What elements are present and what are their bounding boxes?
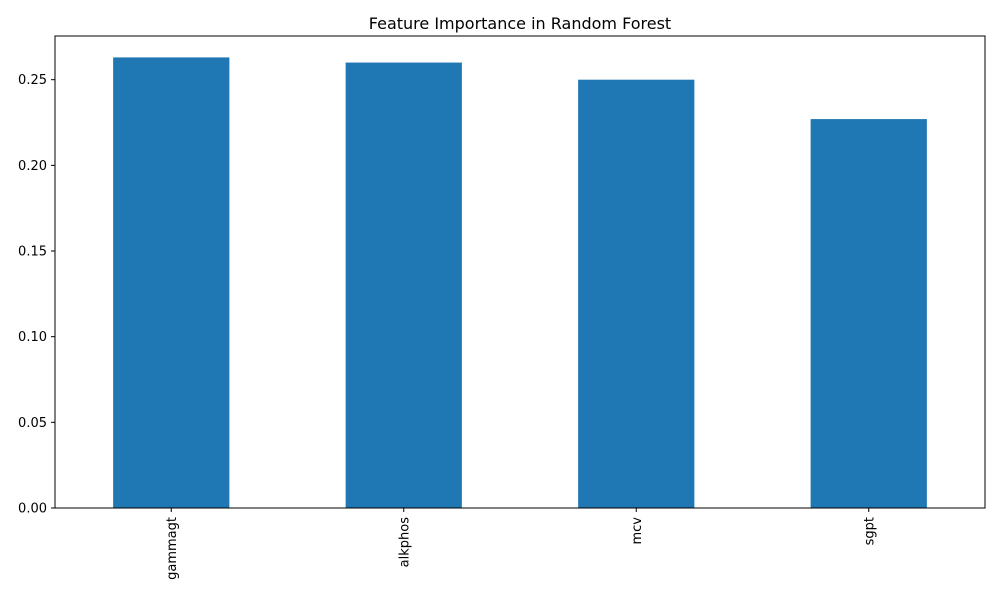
x-tick-label-gammagt: gammagt: [165, 517, 180, 580]
bar-mcv: [578, 79, 695, 509]
bar-alkphos: [345, 62, 462, 508]
bars-layer: [113, 57, 927, 509]
y-tick-label: 0.10: [18, 330, 47, 345]
plot-frame: [54, 35, 986, 509]
bar-sgpt: [810, 119, 927, 508]
bar-gammagt: [113, 57, 230, 508]
y-axis: 0.00 0.05 0.10 0.15 0.20 0.25: [18, 73, 55, 517]
x-axis: gammagt alkphos mcv sgpt: [165, 508, 877, 580]
y-tick-label: 0.20: [18, 159, 47, 174]
x-tick-label-sgpt: sgpt: [862, 517, 877, 545]
x-tick-label-mcv: mcv: [630, 517, 645, 545]
chart-title: Feature Importance in Random Forest: [369, 14, 671, 33]
y-tick-label: 0.00: [18, 502, 47, 517]
y-tick-label: 0.05: [18, 416, 47, 431]
x-tick-label-alkphos: alkphos: [397, 517, 412, 568]
y-tick-label: 0.25: [18, 73, 47, 88]
y-tick-label: 0.15: [18, 245, 47, 260]
